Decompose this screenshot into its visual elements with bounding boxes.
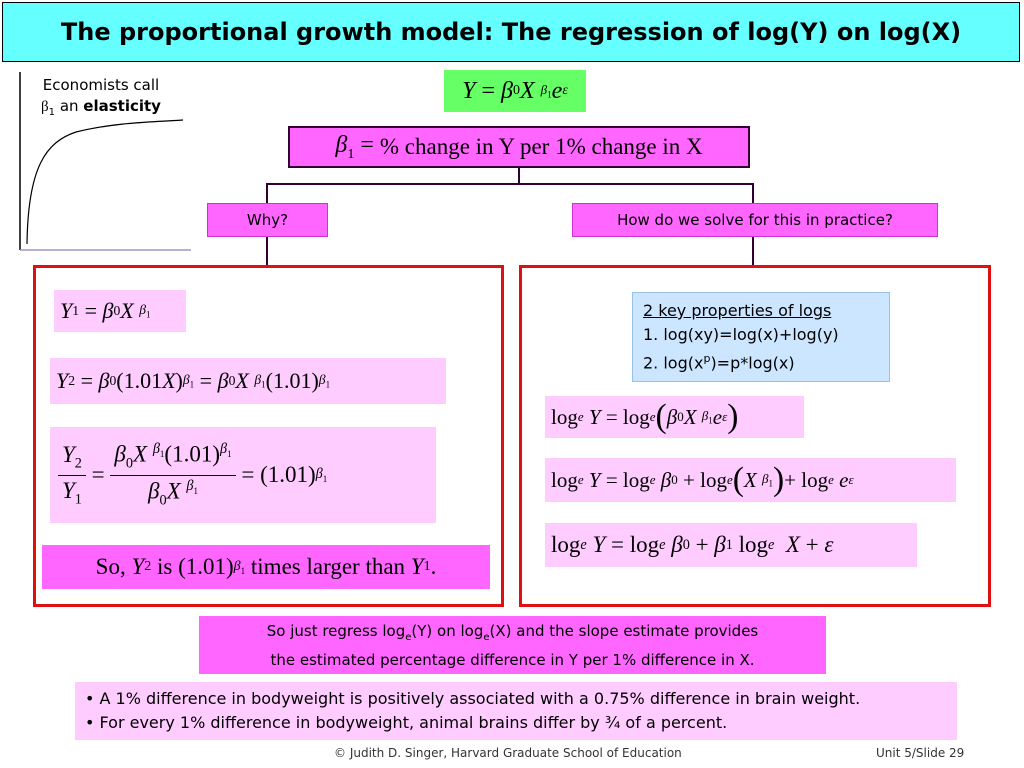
- interpretation-bullet-1: • A 1% difference in bodyweight is posit…: [85, 689, 861, 708]
- interpretation-bullet-2: • For every 1% difference in bodyweight,…: [85, 713, 728, 732]
- regression-note-line1: So just regress loge(Y) on loge(X) and t…: [266, 621, 759, 643]
- elasticity-note-line2: β1 an elasticity: [41, 97, 161, 118]
- right-eq-1: log e Y = log e(β 0 X β1 e ε): [545, 396, 804, 438]
- interpretation-box: • A 1% difference in bodyweight is posit…: [75, 682, 957, 740]
- elasticity-note: Economists call β1 an elasticity: [26, 75, 176, 123]
- why-box: Why?: [207, 203, 328, 237]
- elasticity-curve-graphic: [19, 72, 191, 251]
- log-properties-heading: 2 key properties of logs: [643, 301, 832, 320]
- connector-right-lower: [752, 237, 754, 265]
- log-properties-box: 2 key properties of logs 1. log(xy)=log(…: [632, 292, 890, 382]
- connector-left-lower: [266, 237, 268, 265]
- left-derivation-frame: [33, 265, 504, 607]
- connector-left-down: [266, 183, 268, 203]
- beta-definition-box: β1 = % change in Y per 1% change in X: [288, 126, 750, 168]
- connector-horizontal: [266, 183, 754, 185]
- log-curve: [26, 119, 184, 245]
- how-box: How do we solve for this in practice?: [572, 203, 938, 237]
- left-eq-3: Y2 Y1 = β0X β1(1.01)β1 β0X β1 = (1.01) β1: [50, 427, 436, 523]
- elasticity-note-line1: Economists call: [42, 76, 160, 94]
- regression-note-line2: the estimated percentage difference in Y…: [270, 650, 755, 669]
- footer-credit: © Judith D. Singer, Harvard Graduate Sch…: [334, 746, 682, 760]
- log-property-1: 1. log(xy)=log(x)+log(y): [643, 325, 839, 344]
- slide-title: The proportional growth model: The regre…: [2, 2, 1020, 62]
- beta-definition-text: % change in Y per 1% change in X: [379, 134, 703, 159]
- regression-note: So just regress loge(Y) on loge(X) and t…: [199, 616, 826, 674]
- log-property-2: 2. log(xp)=p*log(x): [643, 352, 795, 373]
- connector-right-down: [752, 183, 754, 203]
- connector-vertical-top: [518, 168, 520, 184]
- footer-slide-number: Unit 5/Slide 29: [876, 746, 965, 760]
- right-derivation-frame: [519, 265, 991, 607]
